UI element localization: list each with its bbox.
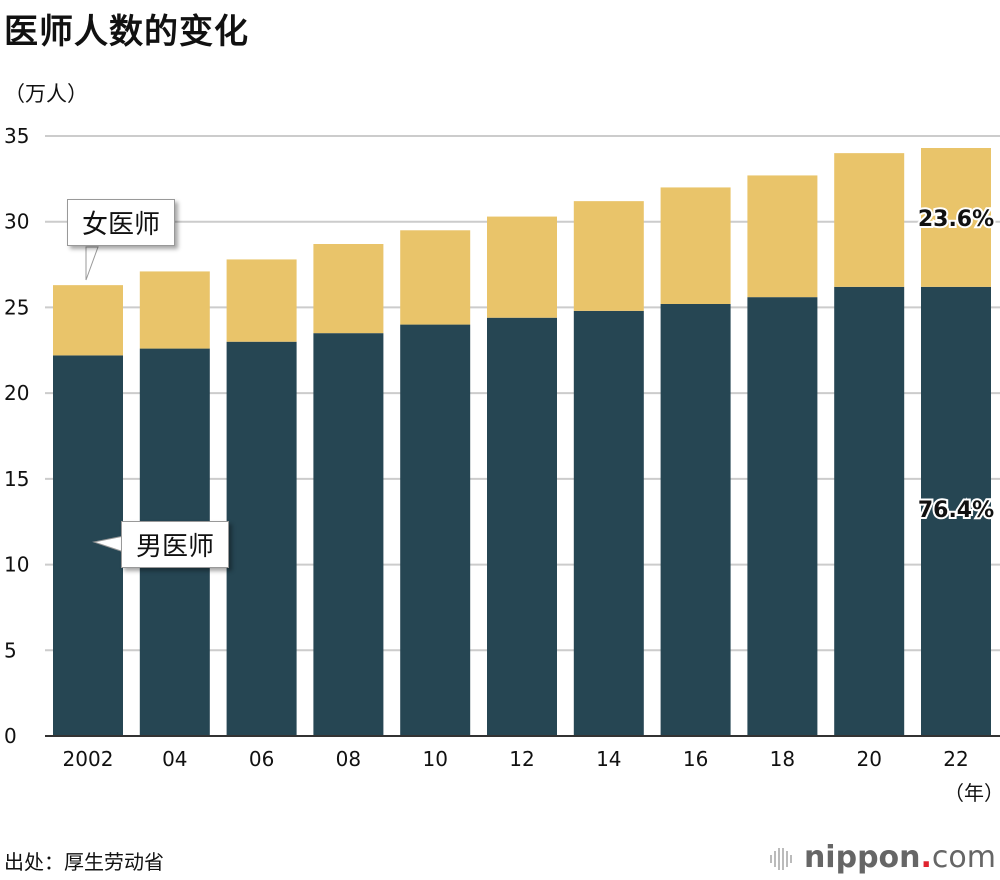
female-bar: [921, 148, 991, 287]
nippon-logo: nippon.com: [769, 840, 996, 875]
male-doctor-callout: 男医师: [121, 521, 230, 568]
male-percentage-label: 76.4%: [918, 498, 994, 523]
y-tick-label: 0: [4, 724, 17, 748]
y-tick-label: 30: [4, 210, 29, 234]
source-note: 出处：厚生劳动省: [4, 850, 164, 874]
x-tick-label: 20: [856, 747, 881, 771]
male-bar: [747, 297, 818, 736]
logo-tail: com: [931, 840, 996, 875]
logo-dot: .: [920, 840, 932, 875]
x-tick-label: 22: [943, 747, 968, 771]
y-tick-label: 15: [4, 467, 29, 491]
logo-text: nippon: [803, 840, 921, 875]
x-tick-label: 18: [770, 747, 795, 771]
y-tick-label: 10: [4, 553, 29, 577]
male-bar: [660, 304, 731, 736]
x-tick-label: 12: [509, 747, 534, 771]
x-tick-label: 2002: [63, 747, 114, 771]
x-axis-unit-label: （年）: [944, 781, 1000, 805]
female-bar: [226, 259, 297, 342]
male-bar: [400, 324, 471, 736]
x-tick-label: 16: [683, 747, 708, 771]
female-bar: [139, 271, 210, 349]
female-bar: [573, 201, 644, 311]
female-bar: [400, 230, 471, 325]
female-bar: [53, 285, 123, 356]
female-bar: [313, 244, 384, 334]
x-tick-label: 14: [596, 747, 621, 771]
y-tick-label: 25: [4, 295, 29, 319]
female-bar: [747, 175, 818, 298]
female-doctor-callout: 女医师: [67, 199, 176, 246]
y-tick-label: 20: [4, 381, 29, 405]
y-axis-unit-label: （万人）: [4, 82, 88, 106]
male-bar: [573, 310, 644, 736]
x-tick-label: 10: [422, 747, 447, 771]
logo-bars-icon: [769, 847, 792, 870]
x-tick-label: 06: [249, 747, 274, 771]
y-tick-label: 5: [4, 638, 17, 662]
female-bar: [660, 187, 731, 304]
male-bar: [226, 341, 297, 736]
male-bar: [313, 333, 384, 736]
y-tick-label: 35: [4, 124, 29, 148]
female-bar: [834, 153, 905, 287]
female-bar: [487, 216, 557, 318]
male-bar: [487, 317, 557, 736]
male-bar: [921, 286, 991, 736]
female-callout-pointer: [85, 246, 99, 281]
x-tick-label: 08: [336, 747, 361, 771]
x-tick-label: 04: [162, 747, 187, 771]
male-bar: [834, 286, 905, 736]
chart-title: 医师人数的变化: [4, 12, 249, 52]
female-percentage-label: 23.6%: [918, 207, 994, 232]
